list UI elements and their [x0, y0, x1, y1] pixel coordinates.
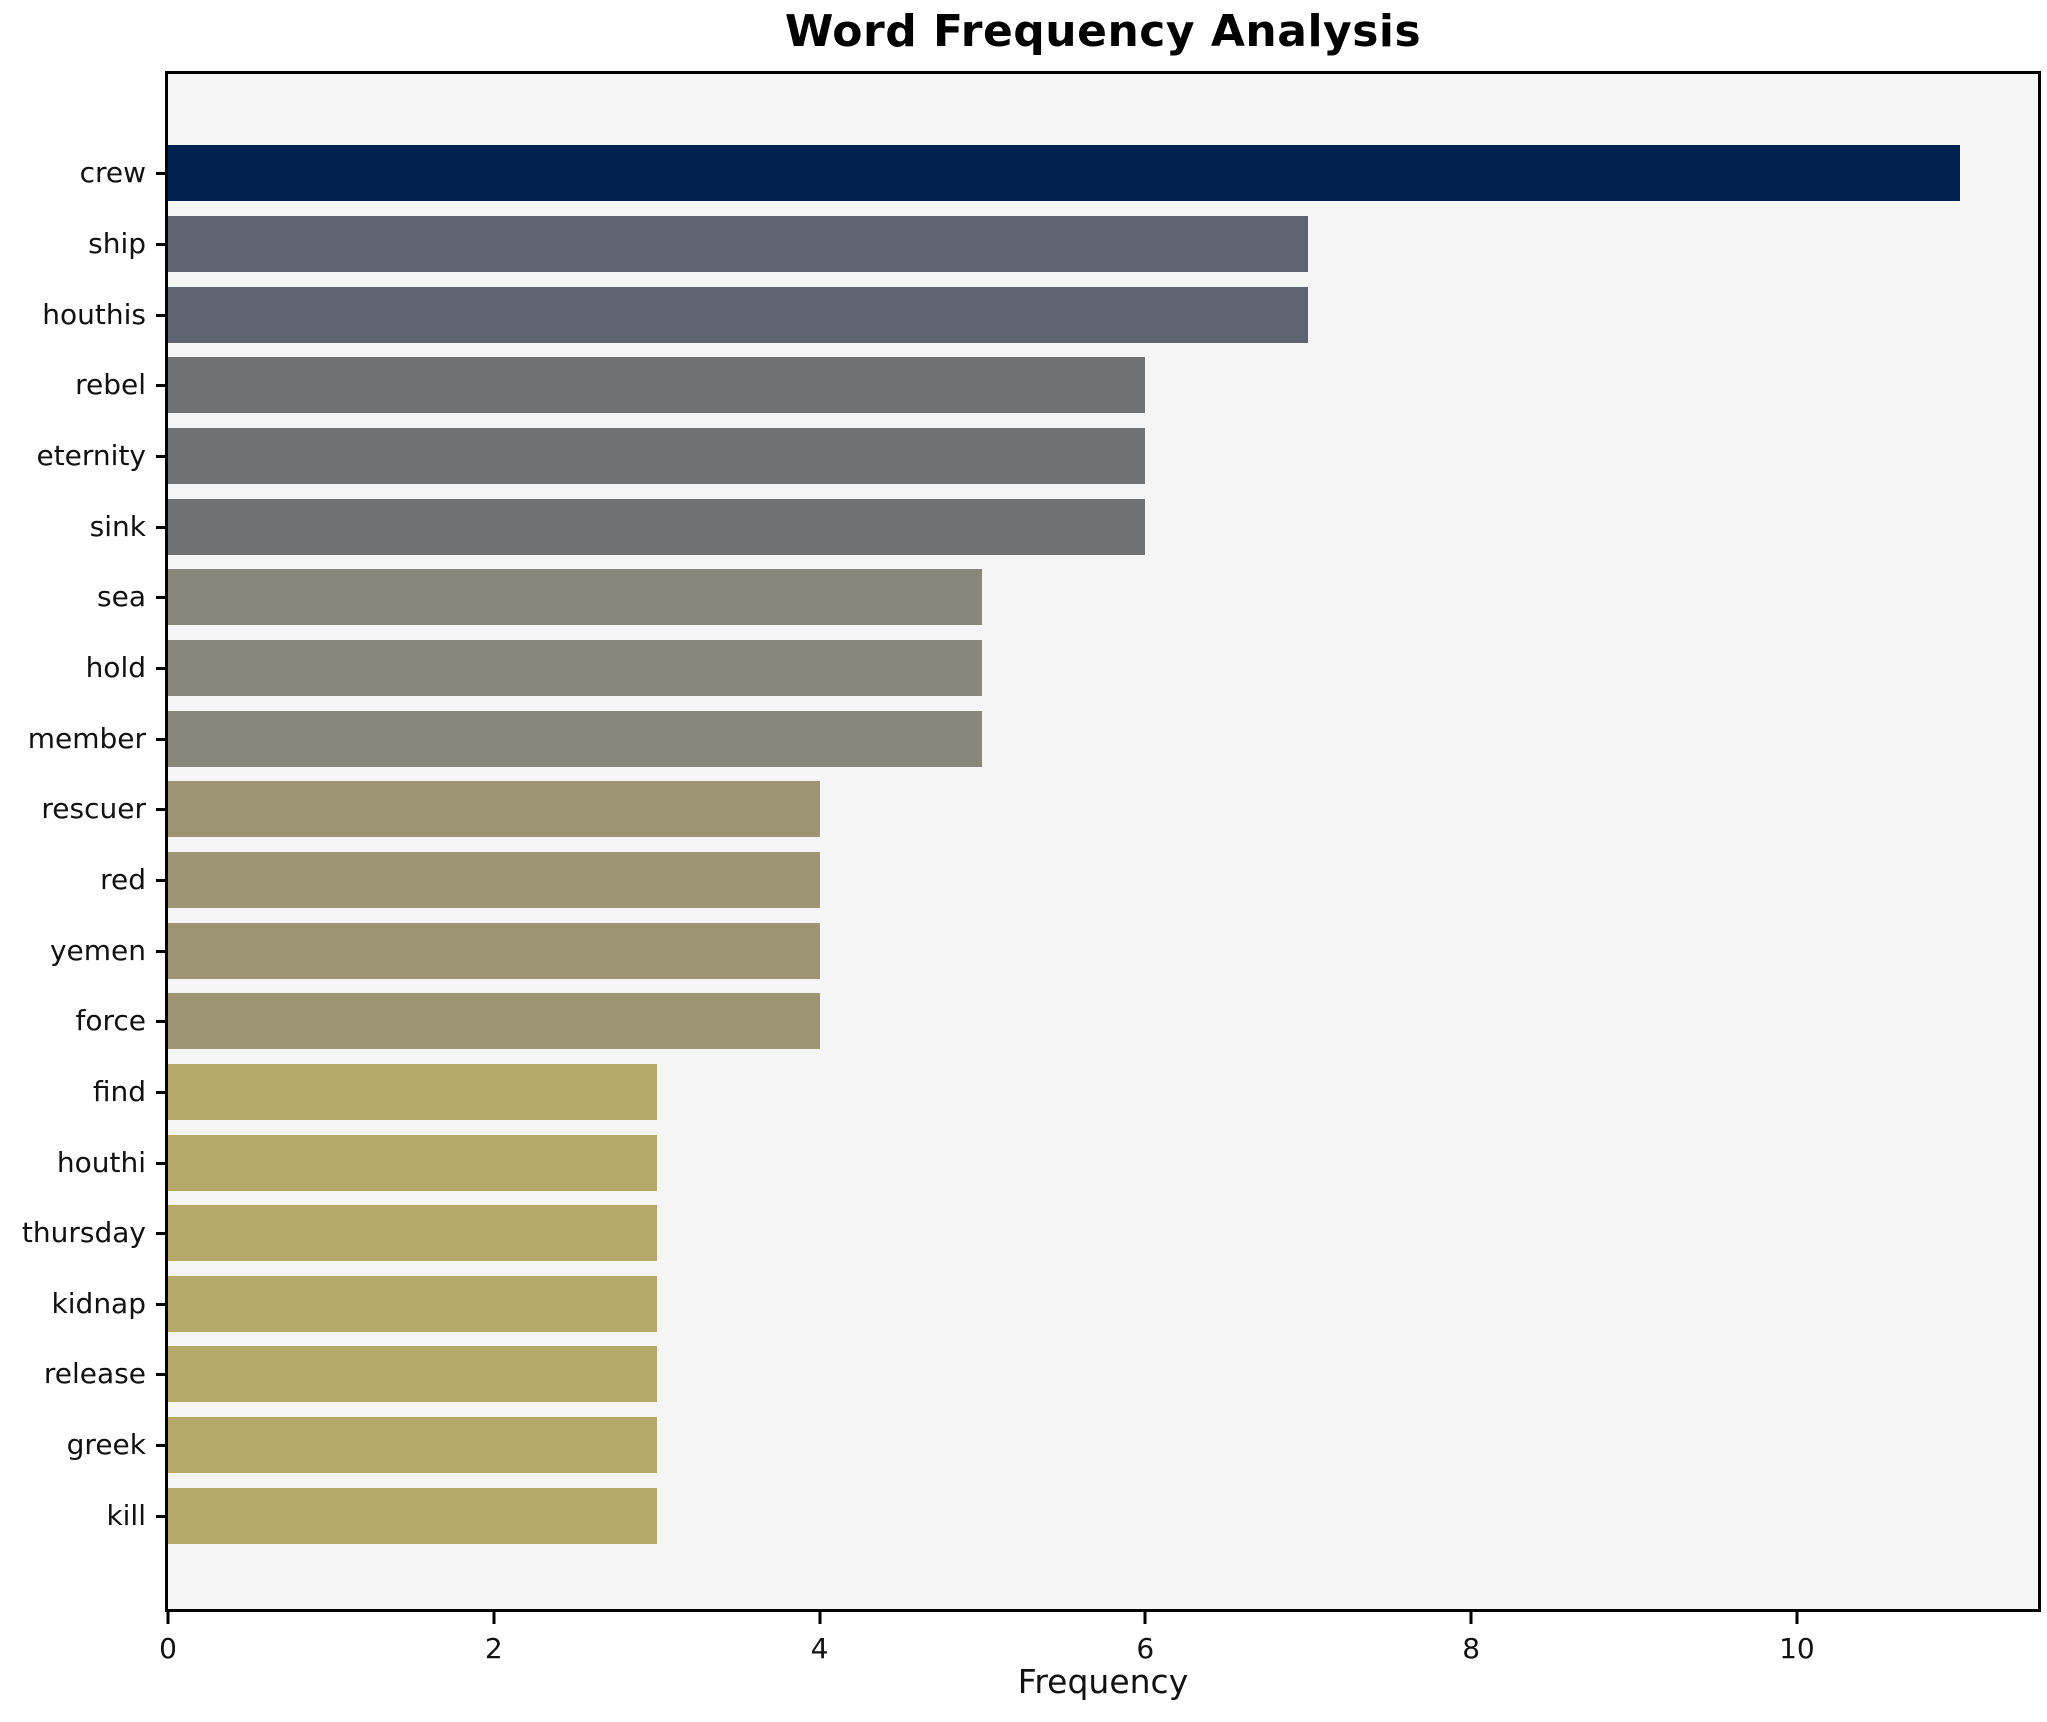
x-tick-label: 6	[1136, 1632, 1155, 1665]
x-axis-title: Frequency	[1017, 1662, 1189, 1701]
bar-row: ship	[88, 209, 2038, 280]
bar-row: rescuer	[41, 774, 2038, 845]
y-tick-mark	[156, 313, 166, 317]
y-tick-label: red	[100, 862, 146, 896]
y-tick-label: kidnap	[51, 1286, 146, 1320]
y-tick-label: yemen	[49, 933, 146, 967]
bar-rebel	[168, 357, 1146, 414]
y-tick-mark	[156, 737, 166, 741]
bar-crew	[168, 145, 1960, 202]
bar-greek	[168, 1417, 657, 1474]
bar-houthis	[168, 286, 1309, 343]
y-tick-mark	[156, 525, 166, 529]
bar-ship	[168, 215, 1309, 272]
y-tick-mark	[156, 1161, 166, 1165]
bar-row: rebel	[75, 350, 2038, 421]
y-tick-label: ship	[88, 226, 146, 260]
bar-row: houthis	[42, 279, 2038, 350]
bar-kidnap	[168, 1275, 657, 1332]
bar-find	[168, 1063, 657, 1120]
y-tick-label: eternity	[36, 438, 146, 472]
y-tick-mark	[156, 172, 166, 176]
bar-row: yemen	[50, 915, 2038, 986]
y-tick-mark	[156, 878, 166, 882]
x-tick-label: 4	[810, 1632, 829, 1665]
bar-row: kidnap	[52, 1269, 2038, 1340]
y-tick-mark	[156, 384, 166, 388]
bar-red	[168, 851, 820, 908]
y-tick-label: force	[75, 1004, 146, 1038]
bar-rescuer	[168, 781, 820, 838]
bar-release	[168, 1346, 657, 1403]
x-tick-mark	[1795, 1612, 1799, 1624]
y-tick-label: sink	[89, 509, 146, 543]
x-tick-label: 2	[484, 1632, 503, 1665]
x-tick-mark	[818, 1612, 822, 1624]
bar-member	[168, 710, 983, 767]
y-tick-label: thursday	[21, 1216, 146, 1250]
bar-houthi	[168, 1134, 657, 1191]
bar-row: crew	[80, 138, 2038, 209]
x-tick-label: 8	[1462, 1632, 1481, 1665]
bar-row: houthi	[57, 1127, 2038, 1198]
x-tick-mark	[1143, 1612, 1147, 1624]
y-tick-label: release	[43, 1357, 146, 1391]
y-tick-label: kill	[106, 1498, 146, 1532]
y-tick-mark	[156, 666, 166, 670]
bar-row: find	[93, 1057, 2038, 1128]
bar-eternity	[168, 427, 1146, 484]
bar-row: member	[28, 703, 2038, 774]
y-tick-label: hold	[85, 650, 146, 684]
bar-row: red	[100, 845, 2038, 916]
bar-row: force	[75, 986, 2038, 1057]
y-tick-mark	[156, 1514, 166, 1518]
bar-row: kill	[106, 1480, 2038, 1551]
bar-row: greek	[67, 1410, 2038, 1481]
y-tick-label: houthis	[42, 297, 146, 331]
bar-row: sea	[97, 562, 2038, 633]
bar-sink	[168, 498, 1146, 555]
x-tick-label: 0	[159, 1632, 177, 1665]
y-tick-mark	[156, 1090, 166, 1094]
x-tick-label: 10	[1779, 1632, 1815, 1665]
y-tick-mark	[156, 454, 166, 458]
y-tick-label: houthi	[56, 1145, 146, 1179]
y-tick-label: sea	[97, 580, 146, 614]
bar-row: hold	[86, 633, 2038, 704]
y-tick-label: greek	[66, 1428, 146, 1462]
chart-title: Word Frequency Analysis	[784, 6, 1422, 57]
bar-thursday	[168, 1205, 657, 1262]
y-tick-mark	[156, 949, 166, 953]
x-tick-mark	[166, 1612, 170, 1624]
bar-row: eternity	[36, 421, 2038, 492]
y-tick-mark	[156, 1302, 166, 1306]
bar-row: sink	[90, 491, 2038, 562]
bar-force	[168, 993, 820, 1050]
y-tick-mark	[156, 1373, 166, 1377]
bar-row: release	[44, 1339, 2038, 1410]
bar-kill	[168, 1487, 657, 1544]
y-tick-mark	[156, 596, 166, 600]
y-tick-label: rescuer	[41, 792, 146, 826]
y-tick-label: crew	[79, 156, 146, 190]
y-tick-mark	[156, 808, 166, 812]
plot-area: crew ship houthis rebel eternity sink sea hold m…	[22, 71, 2041, 1663]
y-tick-mark	[156, 1232, 166, 1236]
y-tick-mark	[156, 242, 166, 246]
bar-hold	[168, 639, 983, 696]
y-tick-label: find	[92, 1074, 146, 1108]
bar-row: thursday	[22, 1198, 2038, 1269]
x-tick-mark	[492, 1612, 496, 1624]
bar-yemen	[168, 922, 820, 979]
y-tick-mark	[156, 1444, 166, 1448]
bars: crew ship houthis rebel eternity sink sea hold m…	[22, 138, 2038, 1551]
y-tick-label: rebel	[75, 368, 146, 402]
y-tick-mark	[156, 1020, 166, 1024]
x-tick-mark	[1469, 1612, 1473, 1624]
bar-sea	[168, 569, 983, 626]
y-tick-label: member	[27, 721, 146, 755]
